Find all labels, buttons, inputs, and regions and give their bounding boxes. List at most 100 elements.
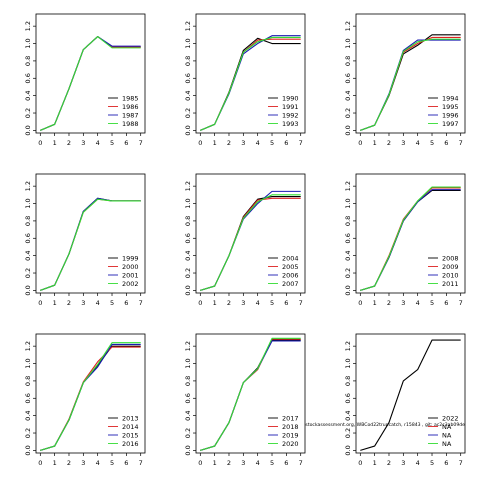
plot-frame <box>35 173 146 294</box>
x-tick-label: 3 <box>241 459 245 467</box>
x-tick-label: 1 <box>213 299 217 307</box>
legend-label: 1985 <box>122 94 139 102</box>
y-tick-label: 0.4 <box>24 250 32 260</box>
x-tick-label: 0 <box>358 139 362 147</box>
y-tick-label: 0.0 <box>24 285 32 295</box>
x-tick-label: 3 <box>81 459 85 467</box>
y-tick-label: 0.8 <box>184 376 192 386</box>
y-tick-label: 0.0 <box>344 285 352 295</box>
y-tick-label: 0.2 <box>24 268 32 278</box>
x-tick-label: 6 <box>124 459 128 467</box>
y-tick-label: 0.6 <box>184 233 192 243</box>
legend-label: NA <box>442 423 452 431</box>
legend-label: 1990 <box>282 94 299 102</box>
x-tick-label: 5 <box>430 299 434 307</box>
y-tick-label: 0.6 <box>344 393 352 403</box>
plot-frame <box>195 333 306 454</box>
y-tick-label: 1.2 <box>344 341 352 351</box>
plot-frame <box>195 13 306 134</box>
series-line-2016 <box>40 342 141 451</box>
y-tick-label: 0.6 <box>24 73 32 83</box>
x-tick-label: 4 <box>96 299 100 307</box>
x-tick-label: 1 <box>373 459 377 467</box>
y-tick-label: 0.2 <box>344 428 352 438</box>
legend-label: NA <box>442 431 452 439</box>
x-tick-label: 4 <box>96 459 100 467</box>
plot-frame <box>355 13 466 134</box>
x-tick-label: 6 <box>444 299 448 307</box>
legend-label: 1997 <box>442 120 459 128</box>
legend-label: 2013 <box>122 414 139 422</box>
y-tick-label: 0.4 <box>344 250 352 260</box>
legend-label: 2011 <box>442 280 459 288</box>
x-tick-label: 2 <box>387 459 391 467</box>
y-tick-label: 1.0 <box>24 198 32 208</box>
y-tick-label: 0.6 <box>24 393 32 403</box>
x-tick-label: 7 <box>459 299 463 307</box>
x-tick-label: 2 <box>387 299 391 307</box>
x-tick-label: 4 <box>416 299 420 307</box>
y-tick-label: 1.2 <box>184 21 192 31</box>
x-tick-label: 1 <box>373 139 377 147</box>
series-line-2022 <box>360 339 461 451</box>
x-tick-label: 7 <box>299 459 303 467</box>
x-tick-label: 6 <box>124 139 128 147</box>
y-tick-label: 0.8 <box>344 56 352 66</box>
x-tick-label: 5 <box>110 299 114 307</box>
x-tick-label: 7 <box>299 139 303 147</box>
x-tick-label: 7 <box>299 299 303 307</box>
y-tick-label: 1.0 <box>24 38 32 48</box>
x-tick-label: 1 <box>53 299 57 307</box>
legend-label: 2005 <box>282 263 299 271</box>
legend-label: 2006 <box>282 271 299 279</box>
y-tick-label: 0.8 <box>344 376 352 386</box>
panel-6: 0 1 2 3 4 5 6 70.00.20.40.60.81.01.220082009201… <box>344 173 466 307</box>
series-line-2011 <box>360 186 461 291</box>
panel-3: 0 1 2 3 4 5 6 70.00.20.40.60.81.01.219941995199… <box>344 13 466 147</box>
legend-label: 2014 <box>122 423 139 431</box>
series-line-2002 <box>40 198 141 291</box>
y-tick-label: 0.8 <box>24 376 32 386</box>
y-tick-label: 1.2 <box>184 181 192 191</box>
x-tick-label: 3 <box>81 299 85 307</box>
x-tick-label: 6 <box>284 139 288 147</box>
y-tick-label: 1.2 <box>184 341 192 351</box>
legend-label: 1999 <box>122 254 139 262</box>
panel-4: 0 1 2 3 4 5 6 70.00.20.40.60.81.01.219992000200… <box>24 173 146 307</box>
y-tick-label: 0.2 <box>344 268 352 278</box>
panel-7: 0 1 2 3 4 5 6 70.00.20.40.60.81.01.220132014201… <box>24 333 146 467</box>
plot-frame <box>355 173 466 294</box>
legend-label: 2017 <box>282 414 299 422</box>
legend-label: 1994 <box>442 94 459 102</box>
x-tick-label: 4 <box>96 139 100 147</box>
legend-label: 1986 <box>122 103 139 111</box>
y-tick-label: 0.0 <box>184 125 192 135</box>
legend-label: 1993 <box>282 120 299 128</box>
x-tick-label: 3 <box>241 139 245 147</box>
x-tick-label: 4 <box>256 459 260 467</box>
y-tick-label: 0.0 <box>344 125 352 135</box>
provenance-annotation: stockassessment.org, WBCod22truncatch, r… <box>305 422 465 428</box>
y-tick-label: 0.8 <box>24 56 32 66</box>
legend-label: 1988 <box>122 120 139 128</box>
y-tick-label: 1.2 <box>24 21 32 31</box>
x-tick-label: 7 <box>459 139 463 147</box>
x-tick-label: 2 <box>227 459 231 467</box>
y-tick-label: 1.0 <box>344 38 352 48</box>
y-tick-label: 0.6 <box>24 233 32 243</box>
y-tick-label: 0.2 <box>24 428 32 438</box>
x-tick-label: 0 <box>358 459 362 467</box>
y-tick-label: 0.8 <box>184 216 192 226</box>
y-tick-label: 1.0 <box>344 358 352 368</box>
series-line-2007 <box>200 194 301 291</box>
y-tick-label: 0.2 <box>184 108 192 118</box>
legend-label: 2019 <box>282 431 299 439</box>
legend-label: 2007 <box>282 280 299 288</box>
y-tick-label: 0.4 <box>184 250 192 260</box>
x-tick-label: 0 <box>198 139 202 147</box>
x-tick-label: 0 <box>198 459 202 467</box>
legend-label: 1996 <box>442 111 459 119</box>
x-tick-label: 1 <box>213 139 217 147</box>
